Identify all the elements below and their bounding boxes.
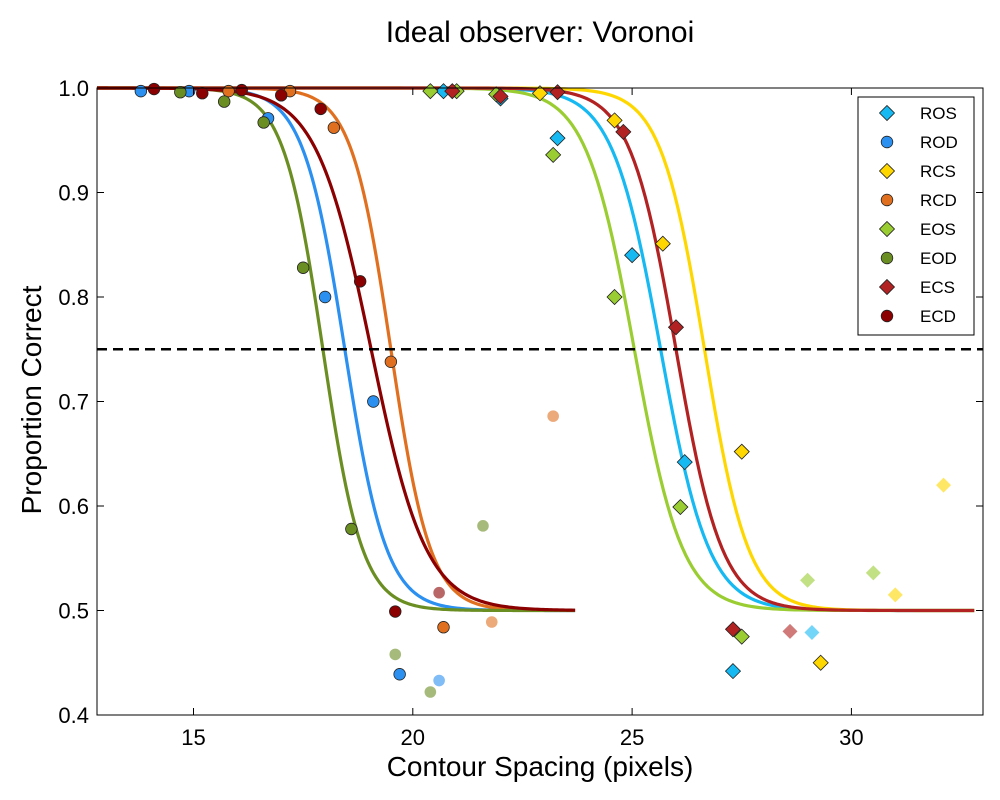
data-point-rod-5 <box>393 668 406 681</box>
data-point-ecd-4 <box>314 102 327 116</box>
data-point-eod-faded-0 <box>389 648 402 661</box>
data-point-ecs-3 <box>615 123 632 140</box>
data-point-eod-4 <box>345 522 358 536</box>
legend-marker-eod <box>880 251 894 265</box>
x-tick-label-25: 25 <box>620 725 644 750</box>
data-point-eos-5 <box>672 498 689 516</box>
data-point-rcs-faded-1 <box>936 477 952 493</box>
x-tick-label-15: 15 <box>181 725 205 750</box>
data-point-ecd-0 <box>147 82 161 96</box>
data-point-ecd-2 <box>235 83 248 97</box>
legend-label-rod: ROD <box>920 133 958 152</box>
data-point-ros-faded-0 <box>804 624 820 640</box>
axis-ticks: 15 20 25 30 0.4 0.5 0.6 0.7 0.8 0.9 1.0 <box>58 76 983 750</box>
legend-label-rcd: RCD <box>920 191 957 210</box>
data-point-ros-4 <box>676 454 693 471</box>
data-point-ecs-faded-0 <box>782 623 798 639</box>
data-point-eod-0 <box>174 85 187 99</box>
data-points <box>134 82 952 698</box>
y-tick-label-0.6: 0.6 <box>58 494 89 519</box>
data-point-ecd-6 <box>389 605 402 618</box>
data-point-ecs-4 <box>667 319 685 336</box>
data-point-ecd-1 <box>196 87 209 100</box>
y-tick-label-0.4: 0.4 <box>58 703 89 728</box>
legend-label-rcs: RCS <box>920 162 956 181</box>
legend-marker-ros <box>878 104 896 122</box>
data-point-ecd-5 <box>353 275 367 288</box>
plot-frame <box>96 87 984 716</box>
y-tick-label-0.8: 0.8 <box>58 285 89 310</box>
data-point-rcs-faded-0 <box>887 587 903 603</box>
data-point-rod-0 <box>134 84 148 98</box>
legend: ROS ROD RCS RCD EOS EOD ECS ECD <box>857 96 975 336</box>
data-point-ros-5 <box>724 663 742 680</box>
legend-label-ecs: ECS <box>920 278 955 297</box>
data-point-rod-3 <box>318 290 332 304</box>
data-point-eos-faded-1 <box>865 565 881 581</box>
data-point-ecd-3 <box>275 89 288 102</box>
legend-marker-rod <box>880 135 894 149</box>
chart-title: Ideal observer: Voronoi <box>386 16 695 49</box>
data-point-ros-2 <box>549 130 566 147</box>
legend-label-ecd: ECD <box>920 307 956 326</box>
legend-label-eod: EOD <box>920 249 957 268</box>
legend-label-eos: EOS <box>920 220 956 239</box>
data-point-ecs-5 <box>724 621 742 638</box>
y-tick-label-1.0: 1.0 <box>58 76 89 101</box>
legend-marker-ecd <box>880 309 894 323</box>
data-point-ecs-0 <box>444 83 461 100</box>
data-point-rcd-0 <box>222 84 235 98</box>
data-point-eos-6 <box>733 628 750 645</box>
legend-marker-rcs <box>878 162 896 180</box>
data-point-rcs-1 <box>606 112 623 129</box>
data-point-eod-1 <box>217 95 231 108</box>
data-point-eod-2 <box>257 116 270 129</box>
data-point-eod-3 <box>296 261 310 274</box>
y-axis-label: Proportion Correct <box>16 285 47 514</box>
data-point-rcs-0 <box>531 85 549 102</box>
data-point-eos-0 <box>422 83 439 100</box>
data-point-eos-faded-0 <box>800 572 816 588</box>
x-axis-label: Contour Spacing (pixels) <box>387 751 694 782</box>
legend-label-ros: ROS <box>920 104 957 123</box>
y-tick-label-0.7: 0.7 <box>58 390 89 415</box>
legend-marker-ecs <box>878 278 896 296</box>
data-point-rcd-2 <box>327 121 341 134</box>
legend-marker-rcd <box>880 193 894 207</box>
data-point-rcd-faded-0 <box>485 616 498 628</box>
data-point-rcs-2 <box>654 235 671 252</box>
data-point-rcd-3 <box>384 355 398 368</box>
y-tick-label-0.9: 0.9 <box>58 181 89 206</box>
y-tick-label-0.5: 0.5 <box>58 599 89 624</box>
data-point-eod-faded-1 <box>424 686 437 698</box>
data-point-ecd-faded-0 <box>433 586 445 599</box>
x-tick-label-20: 20 <box>401 725 425 750</box>
data-point-rcd-4 <box>437 621 450 634</box>
data-point-eos-4 <box>606 288 623 306</box>
legend-marker-eos <box>878 220 896 238</box>
data-point-ros-3 <box>624 247 641 264</box>
data-point-ecs-1 <box>492 88 509 105</box>
data-point-rod-4 <box>367 395 380 408</box>
data-point-rcd-faded-1 <box>547 410 559 422</box>
legend-box <box>857 96 975 336</box>
x-tick-label-30: 30 <box>839 725 863 750</box>
data-point-eod-faded-2 <box>477 520 489 532</box>
data-point-rcs-4 <box>812 654 829 671</box>
data-point-rcs-3 <box>733 443 750 460</box>
data-point-eos-3 <box>545 146 562 163</box>
data-point-rod-faded-0 <box>433 674 445 687</box>
